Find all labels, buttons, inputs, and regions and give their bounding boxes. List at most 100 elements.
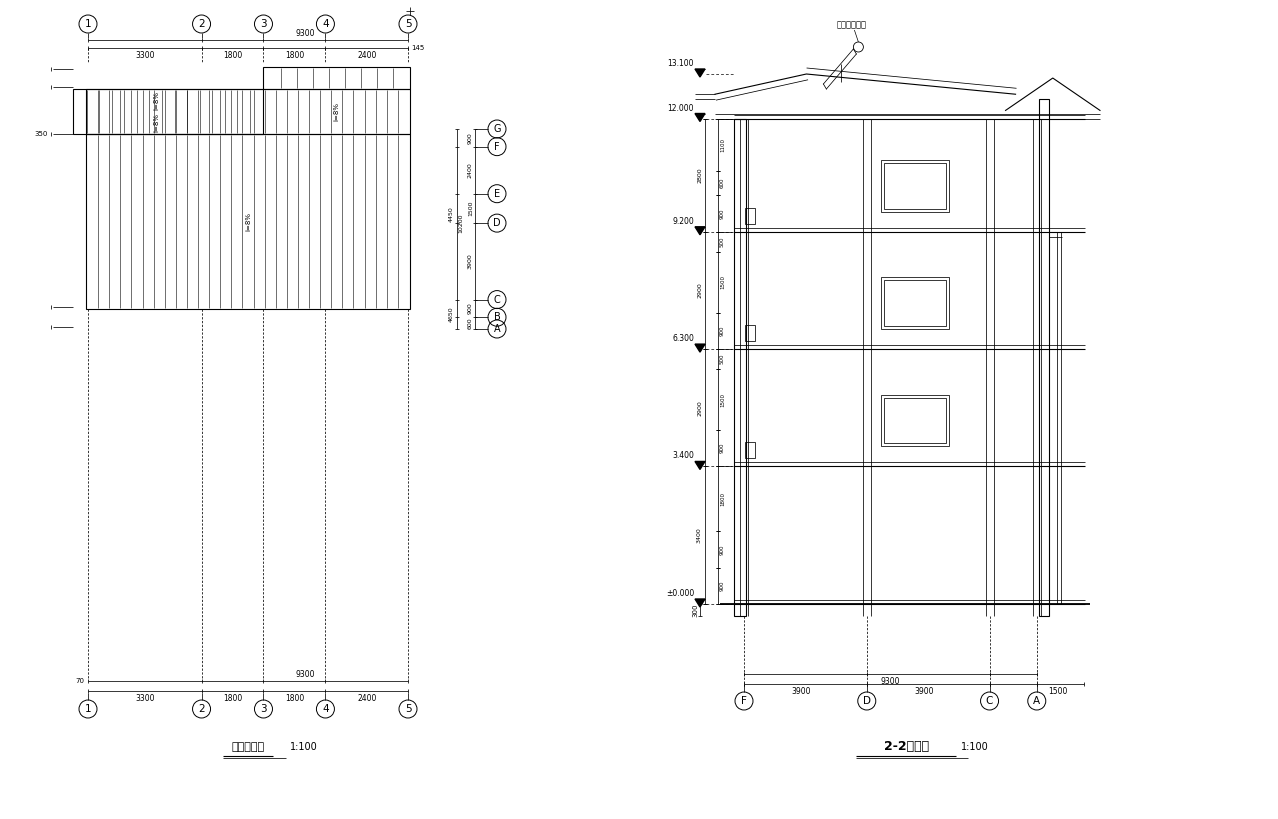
Bar (263, 67, 410, 89)
Text: i=8%: i=8% (153, 91, 160, 110)
Text: 2900: 2900 (697, 400, 702, 416)
Text: 2400: 2400 (357, 694, 377, 703)
Text: 1: 1 (84, 704, 91, 714)
Text: F: F (495, 142, 500, 152)
Text: 1800: 1800 (285, 694, 304, 703)
Text: 1500: 1500 (1049, 687, 1068, 696)
Text: 3400: 3400 (697, 527, 702, 543)
Text: 900: 900 (468, 132, 473, 143)
Text: 5: 5 (405, 19, 412, 29)
Text: 9300: 9300 (295, 29, 314, 38)
Text: 1500: 1500 (720, 392, 725, 407)
Text: 3900: 3900 (791, 687, 812, 696)
Text: B: B (493, 312, 501, 322)
Text: 600: 600 (720, 178, 725, 188)
Text: 900: 900 (468, 302, 473, 314)
Text: E: E (493, 188, 500, 199)
Text: 900: 900 (720, 443, 725, 454)
Text: A: A (1033, 696, 1040, 706)
Bar (882, 395, 948, 446)
Text: 300: 300 (691, 604, 698, 617)
Text: 3: 3 (261, 19, 267, 29)
Bar (86, 134, 410, 309)
Text: C: C (985, 696, 993, 706)
Bar (86, 89, 410, 134)
Text: 屋面平面图: 屋面平面图 (231, 742, 265, 752)
Text: 12.000: 12.000 (667, 103, 694, 112)
Text: 1500: 1500 (468, 201, 473, 216)
Text: 1:100: 1:100 (290, 742, 318, 752)
Text: 3900: 3900 (468, 253, 473, 269)
Text: 145: 145 (412, 45, 424, 51)
Text: D: D (863, 696, 870, 706)
Text: 13.100: 13.100 (667, 59, 694, 68)
Text: 900: 900 (720, 326, 725, 336)
Text: 1800: 1800 (222, 694, 242, 703)
Text: 4650: 4650 (449, 306, 454, 322)
Bar (884, 398, 946, 443)
Text: 4: 4 (322, 19, 328, 29)
Bar (745, 207, 755, 224)
Text: 10200: 10200 (458, 214, 463, 233)
Text: 3: 3 (261, 704, 267, 714)
Text: 2800: 2800 (697, 167, 702, 183)
Text: ±0.000: ±0.000 (666, 589, 694, 598)
Text: 3900: 3900 (915, 687, 934, 696)
Text: 2-2剖面图: 2-2剖面图 (884, 740, 929, 753)
Text: i=8%: i=8% (153, 113, 160, 132)
Text: i=8%: i=8% (334, 102, 340, 121)
Text: 2: 2 (198, 19, 204, 29)
Text: 70: 70 (75, 678, 84, 684)
Text: 2400: 2400 (357, 51, 377, 60)
Polygon shape (695, 114, 705, 121)
Text: 900: 900 (720, 581, 725, 591)
Text: 6.300: 6.300 (672, 334, 694, 343)
Text: 9.200: 9.200 (672, 217, 694, 226)
Text: C: C (493, 295, 501, 305)
Text: F: F (741, 696, 746, 706)
Text: 600: 600 (468, 317, 473, 329)
Bar (882, 278, 948, 329)
Text: 900: 900 (720, 208, 725, 219)
Text: 900: 900 (720, 544, 725, 554)
Bar (882, 160, 948, 211)
Polygon shape (695, 344, 705, 352)
Text: 1500: 1500 (720, 275, 725, 289)
Text: 1800: 1800 (285, 51, 304, 60)
Text: 3300: 3300 (135, 51, 155, 60)
Polygon shape (695, 461, 705, 469)
Text: 2: 2 (198, 704, 204, 714)
Text: 500: 500 (720, 354, 725, 364)
Text: 1100: 1100 (720, 138, 725, 152)
Polygon shape (695, 227, 705, 235)
Text: 1: 1 (84, 19, 91, 29)
Text: 1800: 1800 (720, 491, 725, 506)
Bar (73, 89, 263, 134)
Text: 2900: 2900 (697, 283, 702, 298)
Text: 9300: 9300 (295, 670, 314, 679)
Text: 500: 500 (720, 237, 725, 247)
Bar (884, 163, 946, 209)
Text: 350: 350 (35, 131, 49, 137)
Text: 5: 5 (405, 704, 412, 714)
Text: 3300: 3300 (135, 694, 155, 703)
Text: 4450: 4450 (449, 206, 454, 222)
Bar (745, 325, 755, 341)
Text: 3.400: 3.400 (672, 451, 694, 460)
Bar (1039, 98, 1049, 616)
Text: 1:100: 1:100 (961, 742, 989, 752)
Text: 4: 4 (322, 704, 328, 714)
Polygon shape (695, 599, 705, 607)
Bar (884, 280, 946, 326)
Text: A: A (493, 324, 500, 334)
Text: D: D (493, 218, 501, 229)
Bar (745, 442, 755, 459)
Text: i=8%: i=8% (245, 212, 250, 231)
Text: G: G (493, 124, 501, 134)
Polygon shape (695, 69, 705, 77)
Text: 1800: 1800 (222, 51, 242, 60)
Bar (734, 119, 746, 616)
Text: 9300: 9300 (881, 677, 900, 686)
Text: 太阳能热水器: 太阳能热水器 (836, 20, 866, 29)
Text: 2400: 2400 (468, 162, 473, 178)
